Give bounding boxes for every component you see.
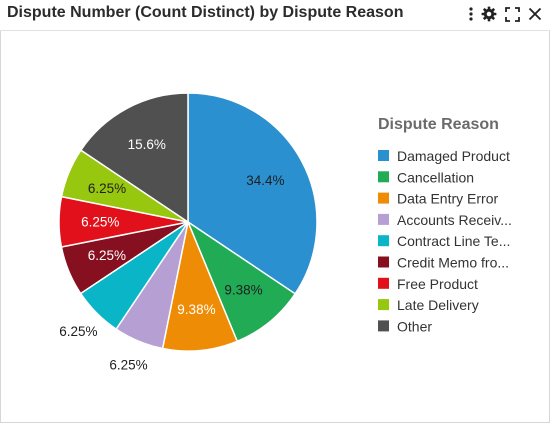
pie-chart: 34.4% 9.38% 9.38% 6.25% 6.25% 6.25% 6.25% 6.25%… [58, 92, 512, 372]
slice-label-5: 6.25% [88, 248, 126, 263]
slice-label-2: 9.38% [177, 302, 215, 317]
legend-swatch-6[interactable] [378, 277, 389, 289]
legend-label-1[interactable]: Cancellation [397, 169, 474, 185]
legend-label-6[interactable]: Free Product [397, 276, 478, 292]
legend-label-8[interactable]: Other [397, 318, 432, 334]
legend-title: Dispute Reason [378, 116, 499, 133]
slice-label-4: 6.25% [59, 324, 97, 339]
slice-label-8: 15.6% [128, 137, 166, 152]
slice-label-1: 9.38% [224, 282, 262, 297]
legend-swatch-4[interactable] [378, 235, 389, 247]
legend-swatch-1[interactable] [378, 171, 389, 183]
pie-slice-8[interactable] [79, 92, 189, 224]
slice-label-7: 6.25% [88, 181, 126, 196]
legend-label-4[interactable]: Contract Line Te... [397, 233, 510, 249]
more-vertical-icon[interactable] [463, 4, 479, 24]
gear-icon[interactable] [481, 4, 497, 24]
pie-slice-1[interactable] [186, 220, 297, 343]
close-icon[interactable] [527, 4, 543, 24]
slice-label-3: 6.25% [109, 357, 147, 372]
legend-label-3[interactable]: Accounts Receiv... [397, 212, 512, 228]
legend-swatch-7[interactable] [378, 299, 389, 311]
legend-label-5[interactable]: Credit Memo fro... [397, 255, 509, 271]
legend-label-0[interactable]: Damaged Product [397, 148, 510, 164]
slice-label-6: 6.25% [81, 214, 119, 229]
legend-label-7[interactable]: Late Delivery [397, 297, 479, 313]
legend-swatch-2[interactable] [378, 192, 389, 204]
legend-swatch-0[interactable] [378, 150, 389, 161]
pie-slice-0[interactable] [187, 92, 318, 295]
legend-swatch-3[interactable] [378, 213, 389, 225]
panel-header: Dispute Number (Count Distinct) by Dispu… [0, 0, 550, 31]
pie-slice-2[interactable] [161, 219, 239, 352]
chart-title: Dispute Number (Count Distinct) by Dispu… [7, 4, 404, 21]
expand-icon[interactable] [504, 4, 520, 24]
legend-swatch-5[interactable] [378, 256, 389, 268]
legend-swatch-8[interactable] [378, 320, 389, 332]
legend-label-2[interactable]: Data Entry Error [397, 191, 498, 207]
slice-label-0: 34.4% [246, 173, 284, 188]
